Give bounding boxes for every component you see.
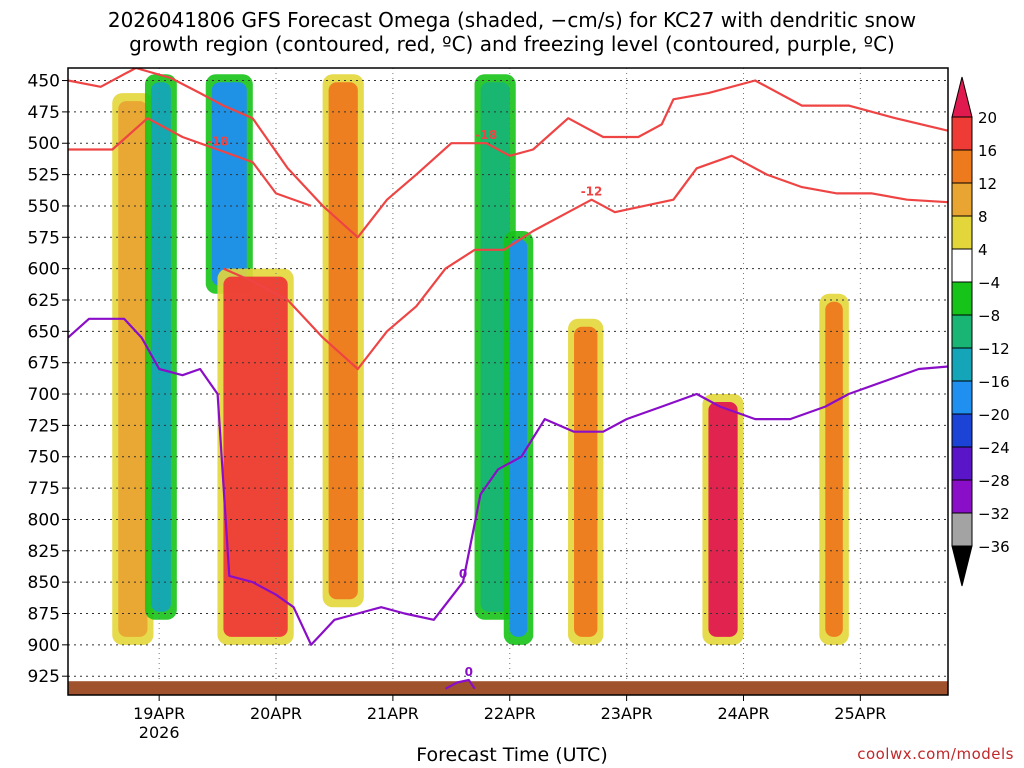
y-tick-label: 800 [28,510,60,530]
omega-region-core [825,301,843,637]
omega-region-core [509,239,528,637]
colorbar-swatch [951,281,973,316]
x-tick-label: 21APR [367,704,419,723]
x-axis-label: Forecast Time (UTC) [416,744,608,766]
freezing-contour-label: 0 [459,567,467,581]
colorbar: 20 16 12 8 4 −4 −8 −12 −16 −20 −24 −28 −32 −36 [951,76,1010,587]
colorbar-label: −16 [978,373,1010,391]
y-tick-label: 500 [28,134,60,154]
colorbar-swatch [951,413,973,448]
y-tick-label: 575 [28,228,60,248]
gridlines [68,68,948,695]
dgz-contour-label: -18 [476,128,498,142]
y-tick-label: 475 [28,103,60,123]
colorbar-swatch [951,116,973,151]
colorbar-label: −32 [978,505,1010,523]
title-line-2: growth region (contoured, red, ºC) and f… [129,32,895,56]
colorbar-label: −4 [978,274,1000,292]
x-tick-label: 22APR [484,704,536,723]
y-tick-label: 700 [28,385,60,405]
chart-title: 2026041806 GFS Forecast Omega (shaded, −… [0,8,1024,56]
x-tick-label: 20APR [250,704,302,723]
colorbar-swatch [951,479,973,514]
omega-region-core [118,101,148,637]
colorbar-swatch [951,446,973,481]
colorbar-swatch [951,347,973,382]
colorbar-swatch [951,149,973,184]
y-tick-label: 450 [28,72,60,92]
y-tick-label: 650 [28,322,60,342]
x-tick-year-label: 2026 [139,723,180,742]
colorbar-label: −20 [978,406,1010,424]
dgz-contour-label: -12 [581,185,603,199]
y-tick-label: 675 [28,354,60,374]
freezing-contour [68,317,948,646]
omega-region-core [574,326,598,637]
y-axis: 450 475 500 525 550 575 600 625 650 675 700 725 750 7… [28,72,68,687]
colorbar-label: −24 [978,439,1010,457]
omega-region-core [328,82,358,600]
y-tick-label: 625 [28,291,60,311]
y-tick-label: 525 [28,166,60,186]
x-tick-label: 19APR [133,704,185,723]
y-tick-label: 725 [28,416,60,436]
y-tick-label: 550 [28,197,60,217]
y-tick-label: 775 [28,479,60,499]
dgz-contour [68,117,312,207]
colorbar-label: 8 [978,208,988,226]
y-tick-label: 875 [28,604,60,624]
freezing-contour-label: 0 [465,665,473,679]
y-tick-label: 925 [28,667,60,687]
colorbar-swatch [951,380,973,415]
colorbar-label: −36 [978,538,1010,556]
x-axis: 19APR 20APR 21APR 22APR 23APR 24APR 25APR 2026 [133,695,886,742]
contours: -18 -18 -12 0 0 [68,68,948,690]
colorbar-label: −12 [978,340,1010,358]
y-tick-label: 850 [28,573,60,593]
colorbar-label: 20 [978,109,997,127]
omega-region-core [211,82,247,286]
colorbar-swatch [951,182,973,217]
terrain-band [68,681,948,695]
x-tick-label: 23APR [601,704,653,723]
y-tick-label: 750 [28,448,60,468]
x-tick-label: 24APR [717,704,769,723]
colorbar-label: −8 [978,307,1000,325]
x-tick-label: 25APR [834,704,886,723]
colorbar-swatch [951,512,973,547]
omega-region-core [150,82,171,612]
colorbar-label: 4 [978,241,988,259]
y-tick-label: 600 [28,260,60,280]
colorbar-top-arrow [951,76,973,118]
dgz-contour-label: -18 [207,135,229,149]
dgz-contour [222,154,948,371]
source-credit[interactable]: coolwx.com/models [857,745,1014,763]
terrain-band [68,681,948,695]
plot-frame [67,67,949,696]
y-tick-label: 825 [28,542,60,562]
colorbar-swatch [951,248,973,283]
colorbar-label: 16 [978,142,997,160]
colorbar-label: −28 [978,472,1010,490]
colorbar-swatch [951,215,973,250]
title-line-1: 2026041806 GFS Forecast Omega (shaded, −… [107,8,917,32]
freezing-contour [444,678,476,690]
colorbar-bottom-arrow [951,545,973,587]
colorbar-label: 12 [978,175,997,193]
omega-region-core [480,82,510,612]
y-tick-label: 900 [28,636,60,656]
colorbar-swatch [951,314,973,349]
dgz-contour [68,68,948,239]
